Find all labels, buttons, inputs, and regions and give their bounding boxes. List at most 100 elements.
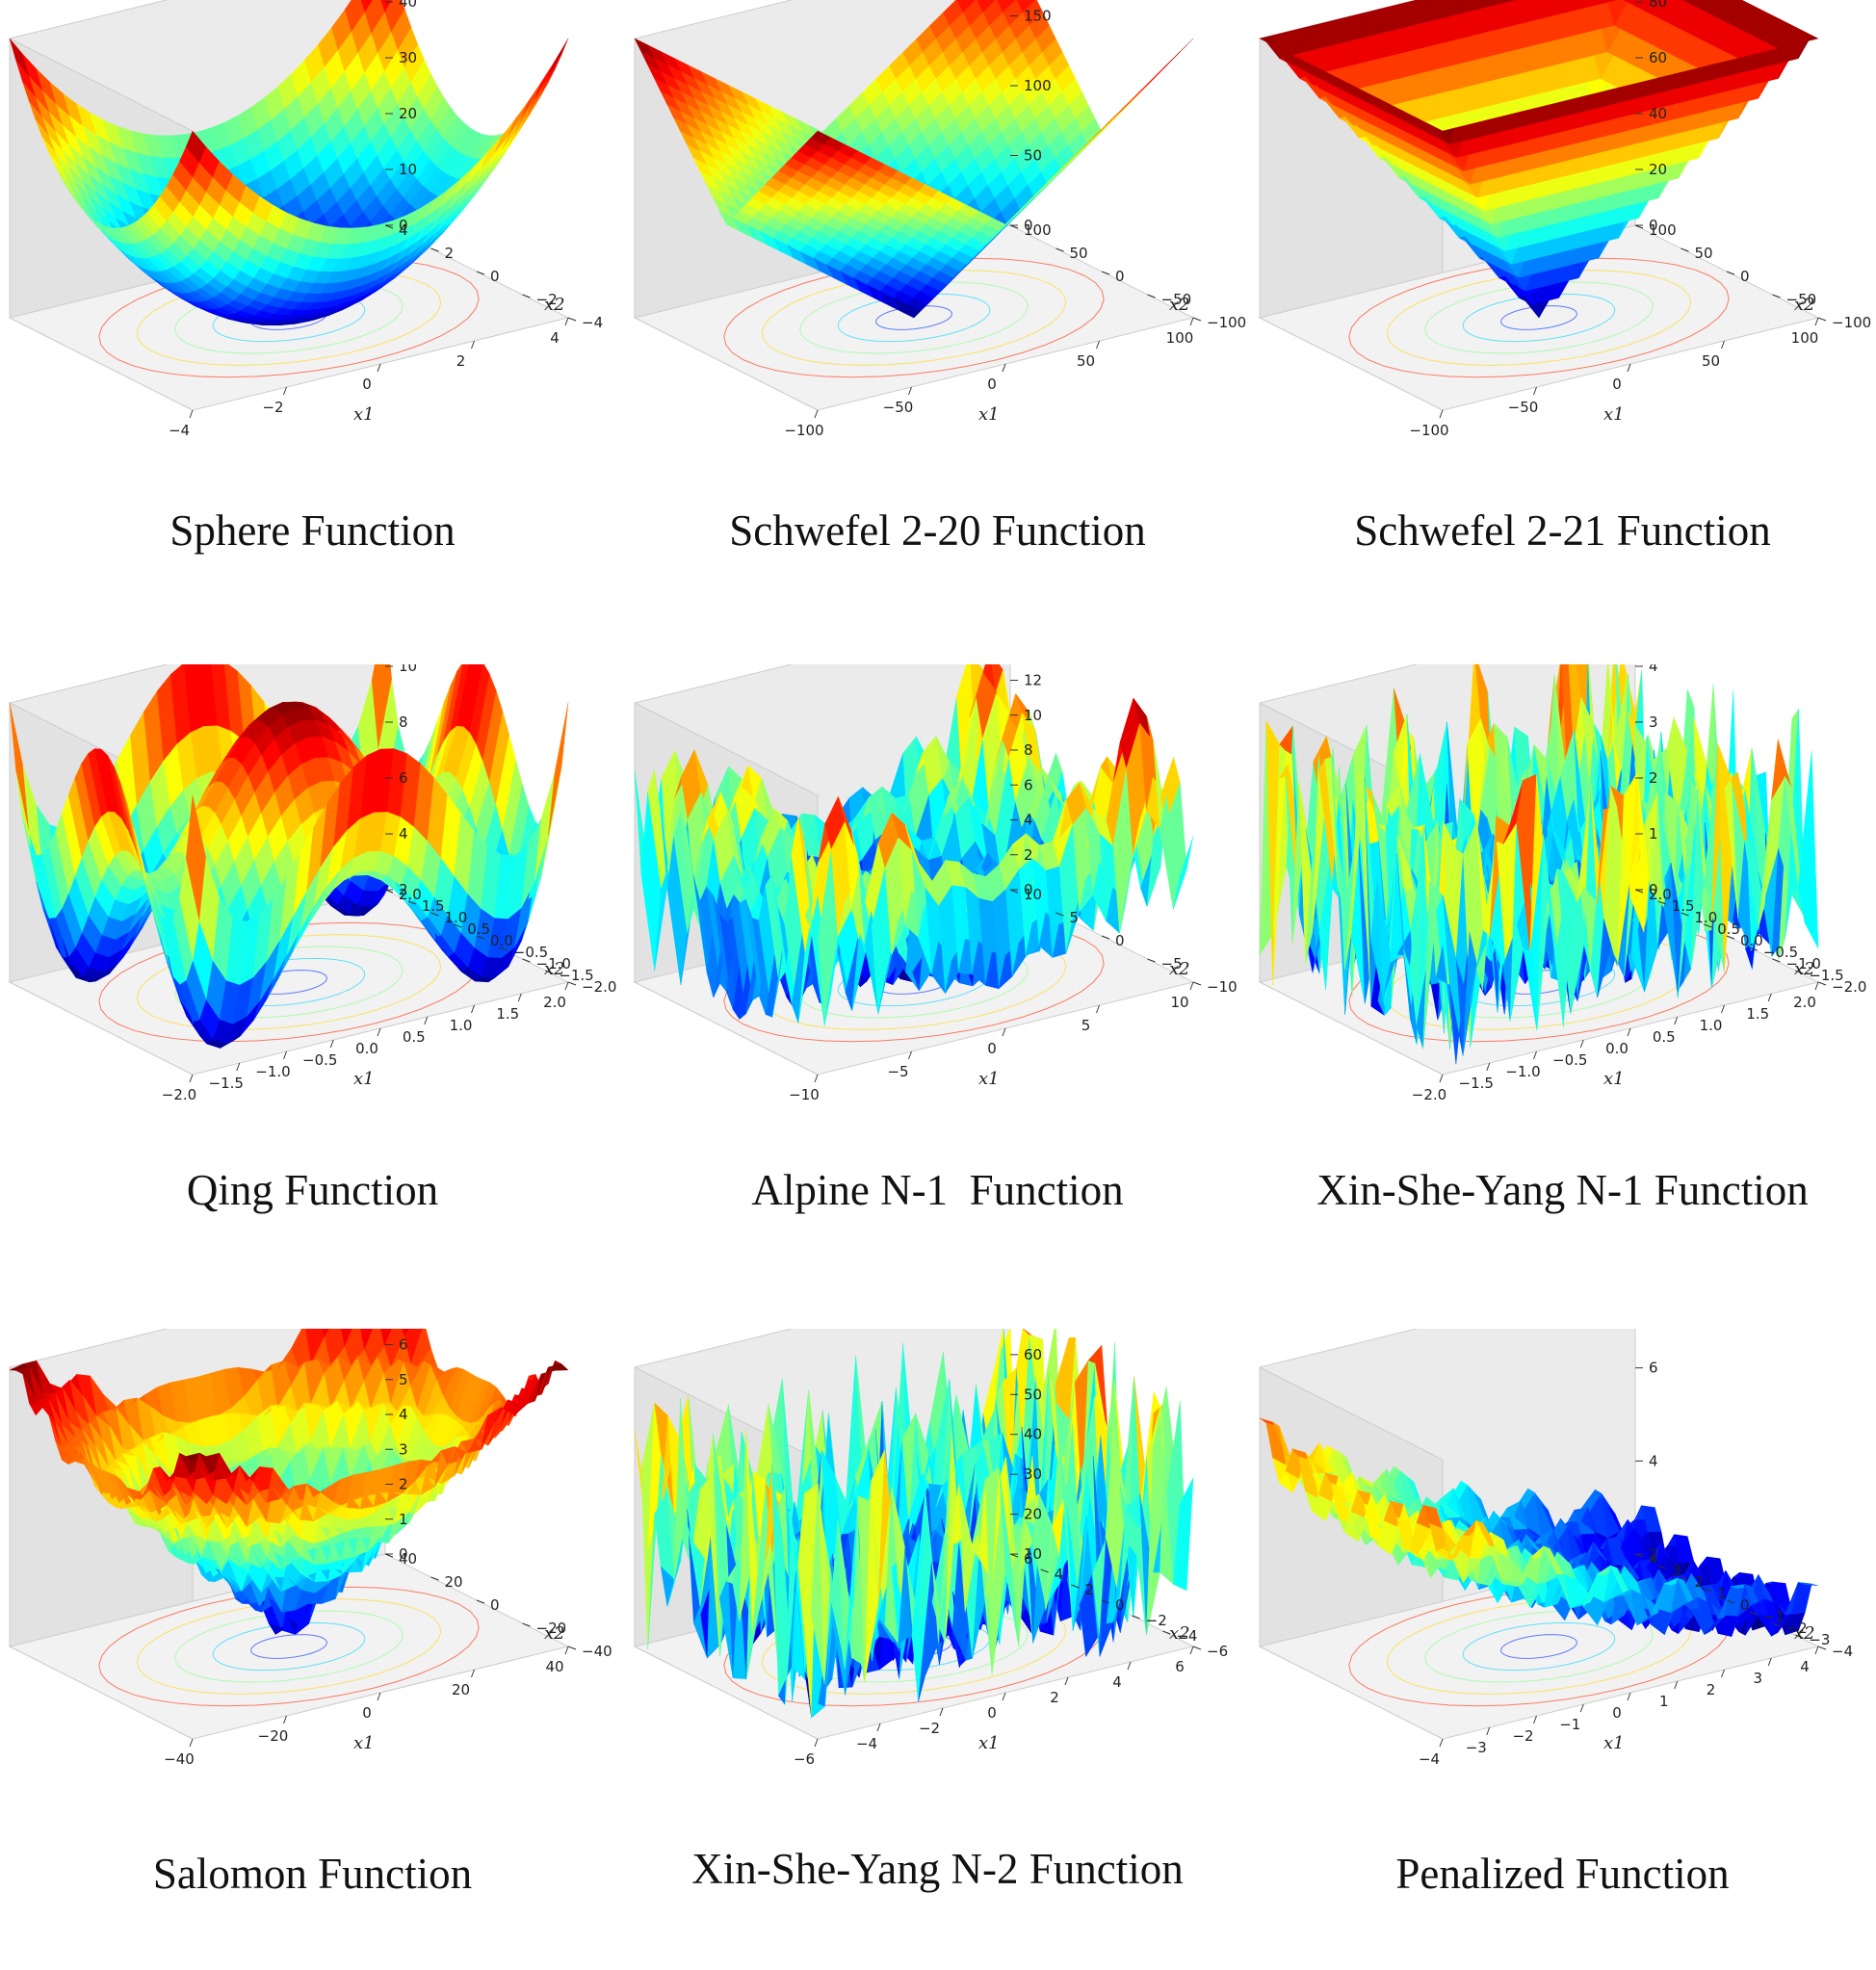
y-tick-label: −0.5	[513, 944, 548, 961]
x-tick-mark	[815, 1075, 818, 1082]
y-tick-label: 0	[1115, 932, 1125, 949]
x-tick-mark	[284, 387, 287, 395]
z-tick-label: 100	[1024, 77, 1052, 94]
z-tick-label: 8	[399, 713, 408, 731]
x-tick-mark	[1003, 1028, 1005, 1036]
panel-schwefel-2-21: 020406080100−100−50050100x1−100−50050100…	[1250, 0, 1875, 641]
x-tick-label: 1.0	[450, 1017, 473, 1034]
x-tick-mark	[378, 1028, 380, 1036]
x-tick-label: −50	[883, 399, 914, 416]
y-tick-mark	[1818, 318, 1826, 321]
z-tick-label: 4	[1024, 812, 1033, 829]
x-axis-label: x1	[978, 404, 1000, 425]
x-tick-label: 0	[987, 1040, 997, 1057]
surface-patch	[529, 77, 549, 113]
y-tick-mark	[1193, 318, 1201, 321]
z-tick-label: 20	[399, 105, 417, 122]
x-tick-mark	[1097, 1005, 1100, 1013]
panel-qing: 24681012−2.0−1.5−1.0−0.50.00.51.01.52.0x…	[0, 664, 625, 1306]
plot-schwefel-2-20: 050100150200−100−50050100x1−100−50050100…	[625, 0, 1250, 539]
z-tick-label: 1	[1649, 825, 1658, 842]
x-tick-label: −4	[169, 422, 190, 439]
x-tick-label: 10	[1170, 994, 1188, 1011]
y-tick-label: 0	[1115, 268, 1125, 285]
x-tick-label: −0.5	[302, 1051, 337, 1069]
x-tick-label: −2.0	[162, 1086, 196, 1103]
x-tick-label: 4	[550, 329, 560, 347]
x-tick-mark	[518, 994, 521, 1001]
caption-alpine-n-1: Alpine N-1 Function	[625, 1165, 1250, 1215]
x-tick-label: −5	[887, 1063, 908, 1080]
z-tick-label: 50	[1024, 147, 1042, 165]
x-tick-label: 2	[456, 352, 466, 370]
x-tick-mark	[237, 1063, 240, 1071]
y-tick-label: 0	[1740, 268, 1750, 285]
y-tick-label: 100	[1649, 221, 1677, 239]
x-tick-mark	[1815, 318, 1818, 325]
x-tick-mark	[472, 1005, 475, 1013]
x-tick-label: 100	[1791, 329, 1819, 347]
x-tick-label: 2.0	[543, 994, 566, 1011]
surface-patch	[515, 98, 535, 132]
y-tick-label: 50	[1070, 245, 1088, 262]
x-tick-label: 0	[1612, 376, 1622, 393]
y-tick-label: 4	[399, 221, 408, 239]
x-tick-label: 0	[987, 376, 997, 393]
x-tick-mark	[1190, 982, 1193, 990]
y-tick-label: −100	[1832, 314, 1871, 331]
z-tick-label: 30	[399, 49, 417, 66]
y-tick-label: −10	[1207, 978, 1238, 996]
x-tick-label: −2	[262, 399, 283, 416]
y-tick-label: 0	[490, 268, 500, 285]
caption-qing: Qing Function	[0, 1165, 625, 1215]
surface-patch	[1173, 39, 1193, 59]
plot-xin-she-yang-n-1: 012345−2.0−1.5−1.0−0.50.00.51.01.52.0x1−…	[1250, 664, 1875, 1204]
x-tick-mark	[284, 1051, 287, 1059]
x-tick-mark	[378, 364, 380, 372]
y-tick-label: 0.0	[490, 932, 513, 949]
caption-schwefel-2-20: Schwefel 2-20 Function	[625, 505, 1250, 556]
y-tick-label: 1.5	[422, 897, 445, 915]
x-tick-label: −50	[1508, 399, 1539, 416]
z-tick-label: 150	[1024, 8, 1052, 25]
z-tick-label: 2	[1024, 846, 1033, 864]
x-tick-label: −10	[789, 1086, 820, 1103]
x-tick-label: −1.5	[209, 1075, 244, 1092]
z-tick-label: 4	[399, 825, 408, 842]
x-tick-label: 1.5	[496, 1005, 519, 1023]
x-tick-mark	[815, 410, 818, 418]
surface-patch	[548, 703, 568, 836]
z-tick-label: 60	[1649, 49, 1667, 66]
x-tick-label: −100	[784, 422, 823, 439]
x-tick-mark	[190, 410, 193, 418]
y-tick-label: 1.0	[445, 909, 468, 926]
y-tick-label: 10	[1024, 886, 1042, 903]
plot-qing: 24681012−2.0−1.5−1.0−0.50.00.51.01.52.0x…	[0, 664, 625, 1204]
plot-schwefel-2-21: 020406080100−100−50050100x1−100−50050100…	[1250, 0, 1875, 539]
x-tick-mark	[1003, 364, 1005, 372]
x-tick-mark	[1628, 364, 1630, 372]
y-tick-mark	[568, 318, 576, 321]
x-tick-label: 50	[1702, 352, 1720, 370]
z-tick-label: 10	[399, 161, 417, 178]
x-tick-label: 100	[1166, 329, 1194, 347]
x-tick-label: 50	[1077, 352, 1095, 370]
x-tick-mark	[909, 387, 912, 395]
z-tick-label: 40	[1649, 105, 1667, 122]
x-axis-label: x1	[978, 1069, 1000, 1089]
x-tick-mark	[330, 1040, 333, 1048]
x-tick-mark	[1534, 387, 1537, 395]
z-tick-label: 10	[399, 664, 417, 675]
x-tick-label: 5	[1081, 1017, 1091, 1034]
y-axis-label: x2	[1794, 295, 1815, 315]
z-tick-label: 40	[399, 0, 417, 11]
x-tick-label: −1.0	[255, 1063, 290, 1080]
x-tick-label: −100	[1409, 422, 1448, 439]
z-tick-label: 6	[1024, 776, 1033, 793]
x-axis-label: x1	[1603, 404, 1625, 425]
y-tick-label: 2.0	[399, 886, 422, 903]
y-axis-label: x2	[1169, 959, 1190, 979]
